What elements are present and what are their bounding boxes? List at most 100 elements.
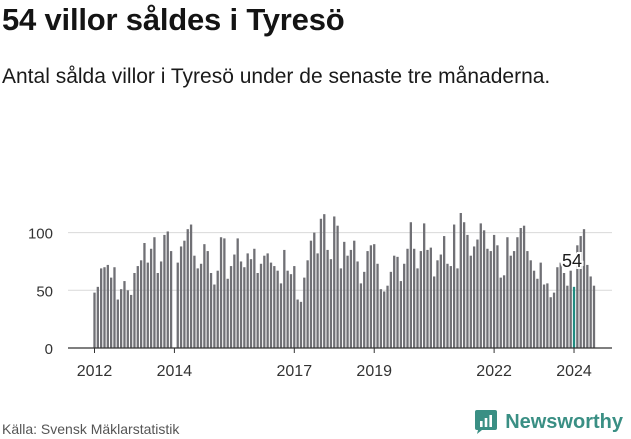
bar xyxy=(526,251,529,348)
bar xyxy=(186,229,189,348)
bar xyxy=(396,256,399,348)
bar xyxy=(443,236,446,348)
bar xyxy=(429,247,432,348)
bar xyxy=(216,270,219,348)
x-tick-label: 2019 xyxy=(356,363,392,380)
bar xyxy=(119,289,123,348)
bar xyxy=(233,254,236,348)
source-note: Källa: Svensk Mäklarstatistik xyxy=(2,421,180,437)
bar xyxy=(403,263,406,348)
bar xyxy=(509,255,512,348)
bar xyxy=(253,248,256,348)
bar xyxy=(116,299,119,348)
bar xyxy=(326,249,329,348)
bar xyxy=(532,270,536,348)
bar xyxy=(456,268,459,348)
bar xyxy=(289,274,293,348)
bar xyxy=(199,263,203,348)
bar xyxy=(586,264,589,348)
bar xyxy=(176,262,179,348)
bar xyxy=(449,266,452,348)
y-tick-label: 50 xyxy=(36,283,53,300)
highlight-bar xyxy=(572,286,576,348)
bar xyxy=(193,255,196,348)
bar xyxy=(166,231,169,348)
bar xyxy=(196,268,199,348)
bar xyxy=(592,285,596,348)
bar xyxy=(399,281,403,348)
bar xyxy=(406,248,409,348)
bar xyxy=(349,249,353,348)
bar xyxy=(496,245,499,348)
bar xyxy=(576,245,579,348)
bar xyxy=(369,245,373,348)
bar xyxy=(273,266,276,348)
bar xyxy=(346,255,349,348)
bar xyxy=(436,260,439,348)
bar xyxy=(286,270,289,348)
bar xyxy=(203,244,206,348)
bar xyxy=(133,273,136,348)
bar xyxy=(103,267,106,348)
bar xyxy=(299,301,303,348)
bar xyxy=(433,276,436,348)
bar xyxy=(110,277,113,348)
bar xyxy=(96,286,99,348)
bar xyxy=(213,284,216,348)
bar xyxy=(529,260,532,348)
bar xyxy=(466,234,469,348)
bar xyxy=(542,284,546,348)
bar xyxy=(582,229,586,348)
bar xyxy=(219,237,223,348)
bar xyxy=(146,262,149,348)
bar xyxy=(419,251,422,348)
bar xyxy=(566,285,569,348)
bar xyxy=(486,248,489,348)
bar xyxy=(189,224,193,348)
newsworthy-logo-icon xyxy=(475,410,498,434)
bar xyxy=(113,267,116,348)
bar xyxy=(512,251,516,348)
bar xyxy=(143,243,146,348)
bar xyxy=(502,275,506,348)
bar xyxy=(179,246,183,348)
bar xyxy=(256,273,259,348)
x-tick-label: 2024 xyxy=(556,363,592,380)
bar xyxy=(439,254,442,348)
bar xyxy=(413,248,416,348)
bar xyxy=(376,263,379,348)
bar xyxy=(249,259,253,348)
bar xyxy=(559,262,562,348)
bar xyxy=(389,271,393,348)
bar xyxy=(363,271,366,348)
bar xyxy=(472,246,476,348)
bar xyxy=(223,238,226,348)
bar xyxy=(569,270,572,348)
newsworthy-logo-text: Newsworthy xyxy=(505,410,623,433)
bar xyxy=(482,230,486,348)
bar xyxy=(100,268,103,348)
bar xyxy=(536,278,539,348)
bar xyxy=(359,283,363,348)
bar xyxy=(156,273,159,348)
bar xyxy=(106,264,109,348)
bar xyxy=(153,237,156,348)
bar xyxy=(343,241,346,348)
bar xyxy=(276,270,279,348)
chart-subtitle: Antal sålda villor i Tyresö under de sen… xyxy=(2,65,551,88)
highlight-value-label: 54 xyxy=(562,251,582,271)
bar xyxy=(492,234,496,348)
bar xyxy=(506,237,509,348)
bar xyxy=(309,240,313,348)
bar xyxy=(126,290,129,348)
bar xyxy=(93,292,96,348)
bar-chart: 0 50 100 2012 2014 2017 2019 2022 2024 54 xyxy=(28,213,612,380)
x-tick-label: 2014 xyxy=(157,363,193,380)
bar xyxy=(183,240,186,348)
bar xyxy=(319,218,323,348)
bar xyxy=(293,266,296,348)
bar xyxy=(239,261,243,348)
bar xyxy=(263,255,266,348)
chart-title: 54 villor såldes i Tyresö xyxy=(2,2,345,37)
newsworthy-logo: Newsworthy xyxy=(473,408,623,436)
